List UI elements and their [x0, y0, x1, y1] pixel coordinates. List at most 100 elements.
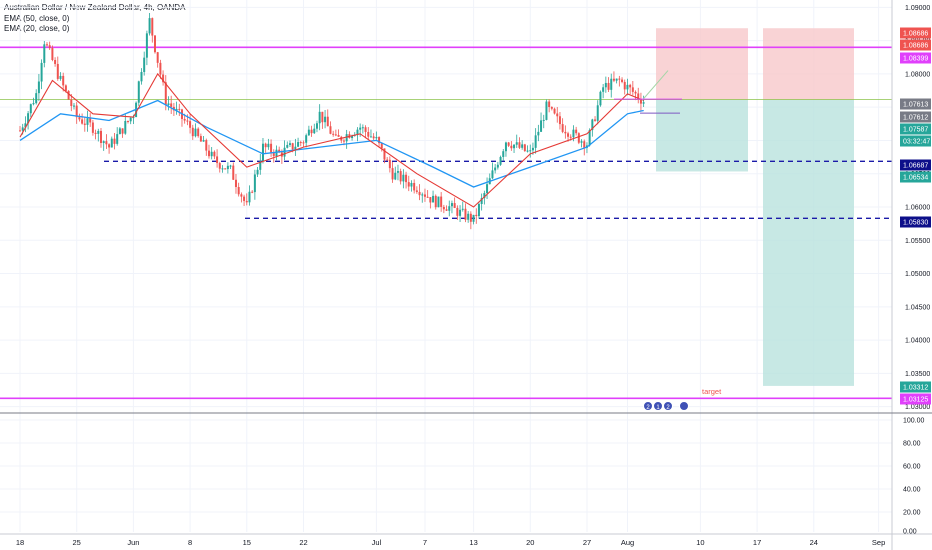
candle-body [315, 123, 318, 129]
candle-body [442, 206, 445, 210]
price-badge-bg [900, 393, 931, 405]
price-badge: 1.08686 [900, 39, 931, 51]
candle-body [91, 122, 94, 133]
time-tick-label: 13 [469, 538, 477, 547]
candle-body [32, 103, 35, 105]
price-badge-bg [900, 123, 931, 135]
candle-body [537, 131, 540, 136]
candle-body [518, 142, 521, 148]
candle-body [545, 101, 548, 120]
target-annotation: target [702, 387, 722, 396]
candle-body [499, 156, 502, 165]
candle-body [432, 195, 435, 203]
candle-body [526, 150, 529, 152]
price-badge: 1.07612 [900, 111, 931, 123]
event-marker-icon [663, 401, 673, 411]
candle-body [588, 130, 591, 146]
ema50-line [19, 99, 644, 188]
candle-body [278, 149, 281, 153]
candle-body [423, 194, 426, 197]
event-marker-icon [679, 401, 689, 411]
candle-body [364, 127, 367, 132]
time-tick-label: 22 [299, 538, 307, 547]
candle-body [621, 79, 624, 82]
event-marker[interactable] [679, 401, 689, 411]
candle-body [170, 103, 173, 107]
candle-body [575, 129, 578, 134]
price-badge-label: 1.07613 [903, 102, 928, 109]
candle-body [237, 187, 240, 195]
candle-body [569, 136, 572, 138]
candle-body [631, 87, 634, 92]
candle-body [318, 111, 321, 124]
candle-body [359, 127, 362, 130]
event-marker[interactable]: 2 [663, 401, 673, 412]
price-badge-label: 1.08399 [903, 56, 928, 63]
candle-body [602, 87, 605, 92]
candle-body [218, 163, 221, 169]
legend-ema20: EMA (20, close, 0) [4, 24, 70, 33]
candle-body [464, 208, 467, 220]
candle-body [445, 209, 448, 211]
candle-body [556, 113, 559, 117]
candle-body [469, 213, 472, 222]
candle-body [51, 48, 54, 61]
candle-body [405, 174, 408, 183]
candle-body [426, 196, 429, 198]
candle-body [580, 141, 583, 143]
indicator-tick-label: 80.00 [903, 441, 921, 448]
candle-body [410, 182, 413, 187]
candle-body [548, 101, 551, 108]
price-badge-bg [900, 52, 931, 64]
candle-body [475, 214, 478, 216]
event-marker[interactable]: 1 [653, 401, 663, 412]
candle-body [521, 144, 524, 148]
time-tick-label: Jul [372, 538, 382, 547]
candle-body [529, 150, 532, 152]
price-badge: 1.03125 [900, 393, 931, 405]
candle-body [137, 81, 140, 103]
time-tick-label: 8 [188, 538, 192, 547]
candle-body [383, 148, 386, 160]
candle-body [356, 129, 359, 135]
candle-body [24, 123, 27, 128]
candle-body [99, 130, 102, 144]
stop-zone [763, 28, 854, 100]
price-tick-label: 1.09000 [905, 5, 930, 12]
candle-body [108, 144, 111, 148]
indicator-tick-label: 40.00 [903, 487, 921, 494]
price-badge-bg [900, 39, 931, 51]
price-badge-label: 1.03125 [903, 397, 928, 404]
candle-body [43, 44, 46, 63]
candle-body [402, 174, 405, 182]
candle-body [413, 182, 416, 191]
indicator-tick-label: 100.00 [903, 418, 925, 425]
candle-body [415, 190, 418, 192]
candle-body [334, 134, 337, 136]
candle-body [515, 142, 518, 145]
drawings [614, 70, 682, 114]
event-marker[interactable]: 2 [643, 401, 653, 412]
candle-body [253, 174, 256, 193]
price-badge: 1.08686 [900, 27, 931, 39]
candle-body [27, 113, 30, 124]
candle-body [577, 133, 580, 143]
grid-lines [0, 0, 892, 532]
candle-body [297, 142, 300, 147]
candle-body [178, 108, 181, 110]
candle-body [113, 138, 116, 144]
indicator-axis-labels: 100.00 80.00 60.00 40.00 20.00 0.00 [903, 418, 925, 536]
candle-body [162, 74, 165, 83]
price-badge-label: 1.07587 [903, 127, 928, 134]
price-badge-label: 1.07612 [903, 115, 928, 122]
candle-body [129, 117, 132, 122]
candle-body [367, 131, 370, 137]
candle-body [534, 135, 537, 148]
candle-body [594, 119, 597, 121]
candle-body [29, 104, 32, 114]
candle-body [248, 191, 251, 203]
candle-body [583, 141, 586, 148]
candle-body [567, 133, 570, 137]
